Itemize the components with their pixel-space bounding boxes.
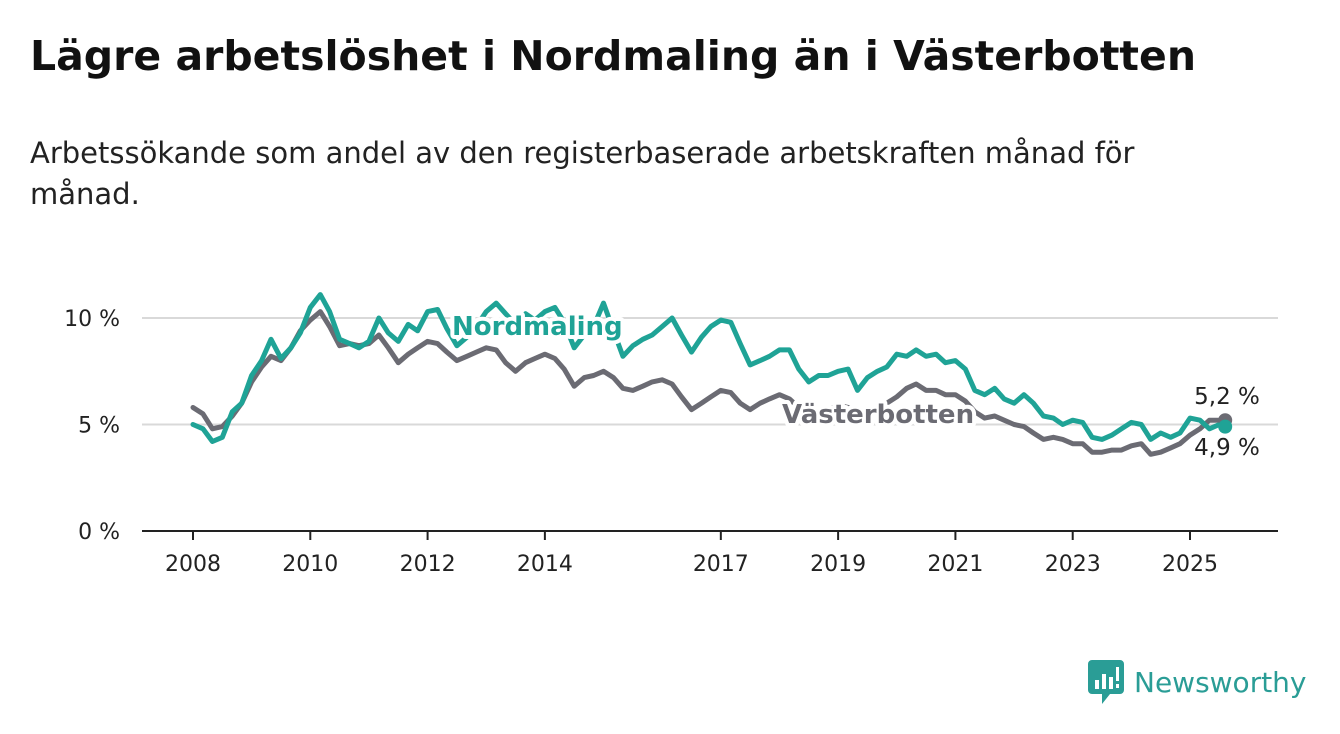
series-label-vasterbotten-halo: Västerbotten	[782, 400, 974, 430]
x-tick-label: 2010	[282, 552, 338, 577]
brand-logo: Newsworthy	[1088, 660, 1307, 704]
x-tick-label: 2008	[165, 552, 221, 577]
x-tick-label: 2019	[810, 552, 866, 577]
series-line-nordmaling	[190, 292, 1228, 444]
series-label-vasterbotten: Västerbotten	[782, 400, 974, 430]
y-tick-label: 0 %	[78, 520, 120, 545]
end-value-nordmaling: 4,9 %	[1194, 435, 1260, 461]
x-tick-label: 2021	[927, 552, 983, 577]
newsworthy-logo-icon	[1088, 660, 1124, 704]
series-label-nordmaling-halo: Nordmaling	[452, 312, 623, 342]
series-label-nordmaling: Nordmaling	[452, 312, 623, 342]
x-tick-label: 2025	[1162, 552, 1218, 577]
x-tick-label: 2017	[693, 552, 749, 577]
y-tick-label: 5 %	[78, 414, 120, 439]
x-tick-label: 2012	[400, 552, 456, 577]
x-tick-label: 2023	[1045, 552, 1101, 577]
series-lines	[190, 292, 1233, 457]
x-tick-label: 2014	[517, 552, 573, 577]
chart-title: Lägre arbetslöshet i Nordmaling än i Väs…	[30, 32, 1197, 80]
labels: NordmalingNordmalingVästerbottenVästerbo…	[448, 308, 1260, 461]
gridlines	[142, 317, 1278, 426]
axes: 0 % 5 % 10 % 2008 2010 2012 2014 2017 2019 2021 20…	[64, 307, 1278, 577]
y-tick-label: 10 %	[64, 307, 120, 332]
series-end-point	[1218, 419, 1233, 434]
end-value-vasterbotten: 5,2 %	[1194, 384, 1260, 410]
series-line-vasterbotten	[190, 309, 1228, 457]
chart-subtitle: Arbetssökande som andel av den registerb…	[30, 136, 1135, 211]
brand-name: Newsworthy	[1134, 665, 1307, 699]
